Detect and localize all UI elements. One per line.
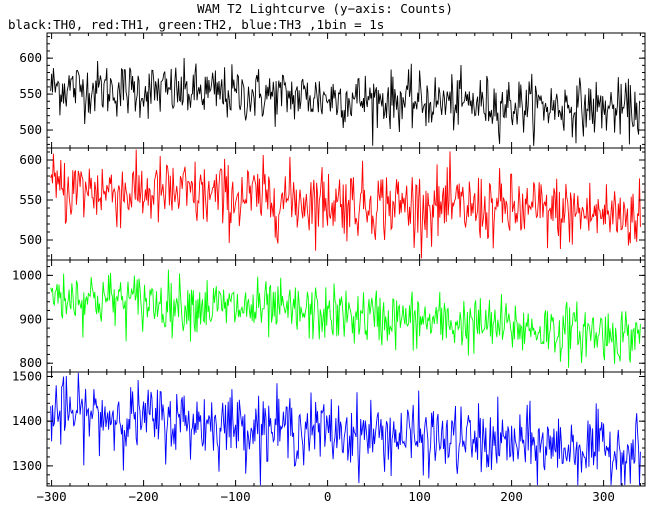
panel-frame [46,259,646,373]
panel-th0: 500 550 600 [19,32,646,149]
panel-frame [46,371,646,487]
y-tick-label: 500 [19,232,42,247]
series-line-th1 [50,149,641,259]
series-line-th0 [50,57,641,146]
panel-th2: 800 900 1000 [12,259,646,373]
x-tick-label: 0 [324,489,332,504]
series-line-th3 [50,372,641,486]
y-tick-label: 900 [19,311,42,326]
y-tick-label: 600 [19,152,42,167]
y-tick-label: 1000 [12,267,42,282]
chart-title: WAM T2 Lightcurve (y−axis: Counts) [197,1,453,16]
series-line-th2 [50,269,641,368]
y-tick-label: 600 [19,50,42,65]
panel-frame [46,32,646,149]
x-tick-label: 100 [408,489,431,504]
panel-th3: 1300 1400 1500 [12,368,646,487]
y-tick-label: 1500 [12,368,42,383]
y-tick-label: 500 [19,122,42,137]
y-tick-label: 1300 [12,458,42,473]
x-tick-label: 200 [500,489,523,504]
x-tick-label: 300 [592,489,615,504]
y-tick-label: 550 [19,86,42,101]
chart-subtitle: black:TH0, red:TH1, green:TH2, blue:TH3 … [8,17,385,32]
x-tick-label: −200 [129,489,159,504]
y-tick-label: 800 [19,355,42,370]
panel-th1: 500 550 600 [19,147,646,261]
y-tick-label: 550 [19,192,42,207]
x-tick-label: −300 [37,489,67,504]
x-tick-label: −100 [221,489,251,504]
y-tick-label: 1400 [12,413,42,428]
